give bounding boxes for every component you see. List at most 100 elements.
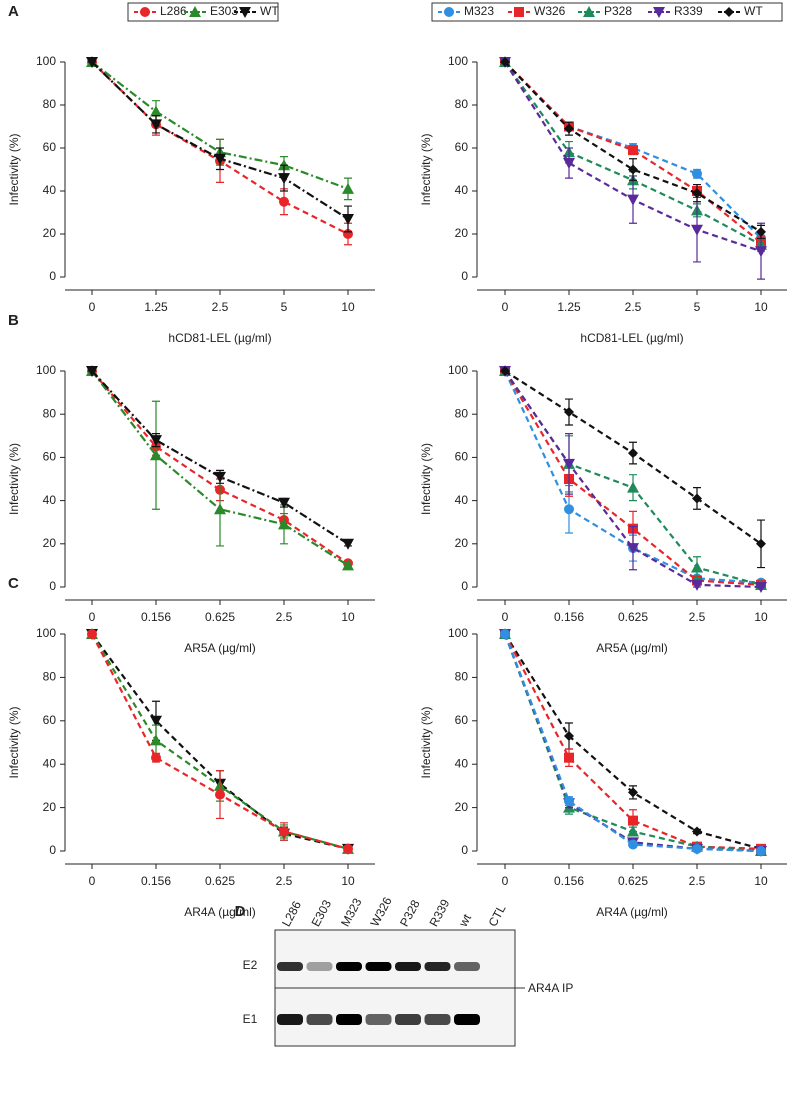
marker [692, 168, 702, 179]
x-tick-label: 10 [754, 874, 768, 888]
blot-band [277, 962, 303, 971]
x-tick-label: 0 [502, 610, 509, 624]
legend-label: WT [744, 4, 763, 18]
y-tick-label: 80 [455, 406, 469, 420]
y-tick-label: 40 [455, 183, 469, 197]
y-tick-label: 100 [448, 363, 468, 377]
panel-label: D [235, 903, 246, 920]
x-tick-label: 2.5 [689, 610, 706, 624]
marker [691, 561, 703, 573]
y-tick-label: 60 [455, 450, 469, 464]
panel-label: C [8, 575, 19, 592]
marker [653, 7, 665, 18]
marker [86, 366, 98, 377]
marker [500, 629, 510, 639]
panel-label: A [8, 3, 19, 20]
blot-row-label: E1 [243, 1012, 258, 1026]
marker [628, 815, 638, 826]
series-line [91, 370, 349, 567]
lane-label: W326 [368, 894, 395, 929]
y-tick-label: 20 [43, 800, 57, 814]
x-tick-label: 5 [694, 300, 701, 314]
legend-label: M323 [464, 4, 494, 18]
marker [150, 435, 162, 447]
y-tick-label: 20 [43, 226, 57, 240]
x-axis-label: AR5A (µg/ml) [184, 641, 256, 655]
y-tick-label: 20 [455, 800, 469, 814]
x-tick-label: 0.625 [618, 610, 648, 624]
series-line [504, 370, 762, 586]
y-tick-label: 100 [36, 54, 56, 68]
marker [564, 504, 574, 515]
blot-band [336, 962, 362, 971]
marker [278, 497, 290, 509]
marker [150, 734, 162, 746]
marker [189, 6, 201, 17]
marker [87, 629, 97, 639]
y-axis-label: Infectivity (%) [7, 443, 21, 515]
legend-label: L286 [160, 4, 187, 18]
x-tick-label: 2.5 [276, 874, 293, 888]
blot-band [454, 1014, 480, 1025]
series-line [504, 61, 762, 233]
y-tick-label: 40 [43, 756, 57, 770]
y-axis-label: Infectivity (%) [7, 133, 21, 205]
legend-label: E303 [210, 4, 238, 18]
marker [343, 843, 353, 854]
y-tick-label: 0 [461, 843, 468, 857]
marker [151, 752, 161, 763]
x-tick-label: 2.5 [276, 610, 293, 624]
x-tick-label: 0 [89, 874, 96, 888]
marker [214, 153, 226, 165]
x-tick-label: 0 [89, 300, 96, 314]
marker [278, 173, 290, 185]
x-tick-label: 10 [341, 300, 355, 314]
x-tick-label: 0.156 [554, 874, 584, 888]
y-tick-label: 40 [43, 183, 57, 197]
marker [628, 787, 638, 798]
legend-label: W326 [534, 4, 566, 18]
series-line [504, 370, 762, 584]
x-tick-label: 2.5 [625, 300, 642, 314]
lane-label: R339 [427, 897, 453, 929]
marker [564, 407, 574, 418]
marker [563, 158, 575, 170]
marker [278, 518, 290, 530]
series-line [91, 633, 349, 850]
blot-band [365, 1014, 392, 1025]
x-tick-label: 0 [502, 874, 509, 888]
lane-label: P328 [397, 897, 423, 929]
marker [140, 7, 150, 17]
y-tick-label: 100 [448, 626, 468, 640]
marker [724, 7, 734, 17]
marker [563, 458, 575, 470]
y-axis-label: Infectivity (%) [419, 133, 433, 205]
marker [150, 449, 162, 461]
x-tick-label: 10 [341, 874, 355, 888]
y-tick-label: 100 [448, 54, 468, 68]
y-tick-label: 60 [43, 450, 57, 464]
marker [342, 213, 354, 225]
marker [628, 448, 638, 459]
series-line [504, 370, 762, 589]
x-tick-label: 1.25 [144, 300, 168, 314]
marker [692, 843, 702, 854]
marker [514, 7, 524, 17]
marker [628, 145, 638, 156]
y-axis-label: Infectivity (%) [419, 443, 433, 515]
marker [692, 493, 702, 504]
series-line [504, 633, 762, 850]
y-tick-label: 40 [43, 493, 57, 507]
y-tick-label: 60 [43, 140, 57, 154]
x-tick-label: 0.156 [554, 610, 584, 624]
x-axis-label: hCD81-LEL (µg/ml) [580, 331, 683, 345]
y-tick-label: 20 [455, 536, 469, 550]
y-tick-label: 40 [455, 756, 469, 770]
marker [627, 543, 639, 555]
x-tick-label: 0.625 [205, 610, 235, 624]
marker [86, 57, 98, 68]
y-tick-label: 20 [43, 536, 57, 550]
y-tick-label: 80 [43, 406, 57, 420]
marker [628, 164, 638, 175]
